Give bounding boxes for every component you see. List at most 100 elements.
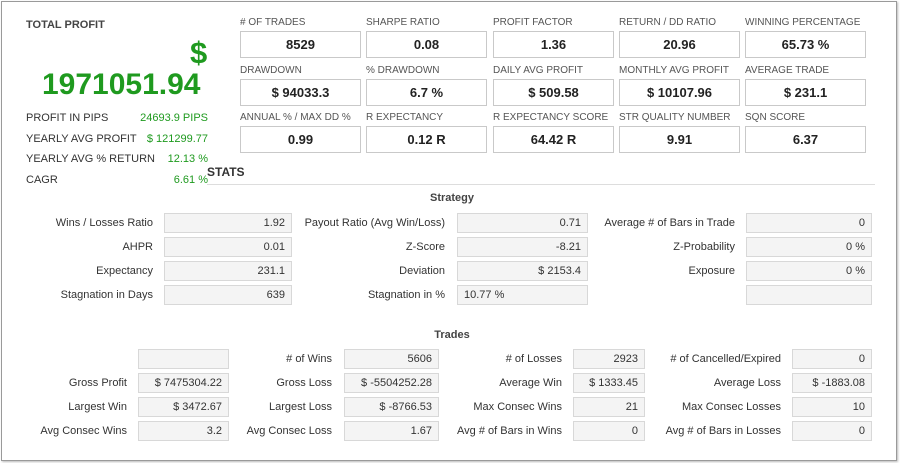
metric-value: $ 94033.3 xyxy=(240,79,361,106)
trades-label: Avg # of Bars in Wins xyxy=(457,425,562,437)
trades-label xyxy=(12,349,127,369)
metric-card: AVERAGE TRADE $ 231.1 xyxy=(745,65,866,106)
summary-row: YEARLY AVG % RETURN 12.13 % xyxy=(26,151,208,172)
metric-label: % DRAWDOWN xyxy=(366,65,440,76)
summary-row: CAGR 6.61 % xyxy=(26,172,208,193)
metric-label: SQN SCORE xyxy=(745,112,806,123)
strategy-label: Z-Score xyxy=(405,241,445,253)
trades-label: Largest Win xyxy=(68,401,127,413)
trades-title: Trades xyxy=(434,329,470,341)
trades-label: Gross Profit xyxy=(68,377,127,389)
strategy-label: Wins / Losses Ratio xyxy=(55,217,153,229)
summary-label: YEARLY AVG % RETURN xyxy=(26,153,155,166)
strategy-label: Z-Probability xyxy=(673,241,735,253)
metric-card: DRAWDOWN $ 94033.3 xyxy=(240,65,361,106)
metric-value: 0.08 xyxy=(366,31,487,58)
strategy-value: $ 2153.4 xyxy=(457,261,588,281)
strategy-value: 0 xyxy=(746,213,872,233)
strategy-label: Expectancy xyxy=(96,265,153,277)
metric-value: 0.99 xyxy=(240,126,361,153)
metric-label: RETURN / DD RATIO xyxy=(619,17,717,28)
strategy-value: 0.71 xyxy=(457,213,588,233)
trades-value: 1.67 xyxy=(344,421,439,441)
metric-card: SQN SCORE 6.37 xyxy=(745,112,866,153)
metric-label: AVERAGE TRADE xyxy=(745,65,830,76)
trades-value: $ 7475304.22 xyxy=(138,373,229,393)
trades-label: Avg Consec Loss xyxy=(246,425,332,437)
metric-label: R EXPECTANCY SCORE xyxy=(493,112,609,123)
summary-label: CAGR xyxy=(26,174,58,187)
trades-value: 0 xyxy=(573,421,645,441)
total-profit-value: 1971051.94 xyxy=(42,68,201,101)
metric-card: DAILY AVG PROFIT $ 509.58 xyxy=(493,65,614,106)
metric-card: SHARPE RATIO 0.08 xyxy=(366,17,487,58)
strategy-value: 10.77 % xyxy=(457,285,588,305)
trades-label: Average Win xyxy=(499,377,562,389)
trades-label: Gross Loss xyxy=(276,377,332,389)
metric-label: R EXPECTANCY xyxy=(366,112,444,123)
trades-value: 21 xyxy=(573,397,645,417)
profit-summary: PROFIT IN PIPS 24693.9 PIPS YEARLY AVG P… xyxy=(26,110,208,193)
trades-value xyxy=(138,349,229,369)
strategy-label: Average # of Bars in Trade xyxy=(604,217,735,229)
currency-symbol: $ xyxy=(190,35,208,70)
trades-label: Avg Consec Wins xyxy=(40,425,127,437)
strategy-title: Strategy xyxy=(429,192,475,204)
metric-value: 6.7 % xyxy=(366,79,487,106)
metric-label: MONTHLY AVG PROFIT xyxy=(619,65,730,76)
strategy-value xyxy=(746,285,872,305)
metric-label: ANNUAL % / MAX DD % xyxy=(240,112,351,123)
strategy-value: 639 xyxy=(164,285,292,305)
metric-label: WINNING PERCENTAGE xyxy=(745,17,861,28)
summary-row: YEARLY AVG PROFIT $ 121299.77 xyxy=(26,131,208,152)
strategy-value: -8.21 xyxy=(457,237,588,257)
summary-value: 24693.9 PIPS xyxy=(140,112,208,124)
metric-label: SHARPE RATIO xyxy=(366,17,440,28)
stats-title: STATS xyxy=(207,165,245,179)
strategy-value: 0 % xyxy=(746,261,872,281)
trades-value: 0 xyxy=(792,349,872,369)
trades-value: 3.2 xyxy=(138,421,229,441)
metric-value: $ 231.1 xyxy=(745,79,866,106)
summary-label: YEARLY AVG PROFIT xyxy=(26,132,137,145)
summary-label: PROFIT IN PIPS xyxy=(26,112,109,124)
metric-card: PROFIT FACTOR 1.36 xyxy=(493,17,614,58)
trades-label: # of Cancelled/Expired xyxy=(670,353,781,365)
metric-label: DAILY AVG PROFIT xyxy=(493,65,584,76)
trades-value: $ -5504252.28 xyxy=(344,373,439,393)
metric-card: R EXPECTANCY SCORE 64.42 R xyxy=(493,112,614,153)
metric-label: DRAWDOWN xyxy=(240,65,302,76)
trades-value: 2923 xyxy=(573,349,645,369)
metric-value: 6.37 xyxy=(745,126,866,153)
metric-value: 0.12 R xyxy=(366,126,487,153)
trades-value: 5606 xyxy=(344,349,439,369)
strategy-label: Stagnation in Days xyxy=(60,289,153,301)
metric-value: 64.42 R xyxy=(493,126,614,153)
metric-card: ANNUAL % / MAX DD % 0.99 xyxy=(240,112,361,153)
trades-value: 10 xyxy=(792,397,872,417)
trades-label: # of Losses xyxy=(505,353,562,365)
strategy-value: 0 % xyxy=(746,237,872,257)
metric-card: % DRAWDOWN 6.7 % xyxy=(366,65,487,106)
metric-value: 65.73 % xyxy=(745,31,866,58)
strategy-label: Exposure xyxy=(688,265,735,277)
trades-label: Average Loss xyxy=(713,377,781,389)
trades-label: Max Consec Losses xyxy=(681,401,781,413)
metric-card: WINNING PERCENTAGE 65.73 % xyxy=(745,17,866,58)
metric-value: 8529 xyxy=(240,31,361,58)
metric-value: 9.91 xyxy=(619,126,740,153)
trades-label: # of Wins xyxy=(286,353,332,365)
trades-value: $ 3472.67 xyxy=(138,397,229,417)
summary-row: PROFIT IN PIPS 24693.9 PIPS xyxy=(26,110,208,131)
trades-value: $ -8766.53 xyxy=(344,397,439,417)
summary-value: 12.13 % xyxy=(167,153,208,166)
metric-card: STR QUALITY NUMBER 9.91 xyxy=(619,112,740,153)
metric-value: 1.36 xyxy=(493,31,614,58)
trades-label: Max Consec Wins xyxy=(473,401,562,413)
trades-value: $ 1333.45 xyxy=(573,373,645,393)
metric-card: RETURN / DD RATIO 20.96 xyxy=(619,17,740,58)
metric-value: $ 10107.96 xyxy=(619,79,740,106)
metric-value: $ 509.58 xyxy=(493,79,614,106)
metric-card: MONTHLY AVG PROFIT $ 10107.96 xyxy=(619,65,740,106)
